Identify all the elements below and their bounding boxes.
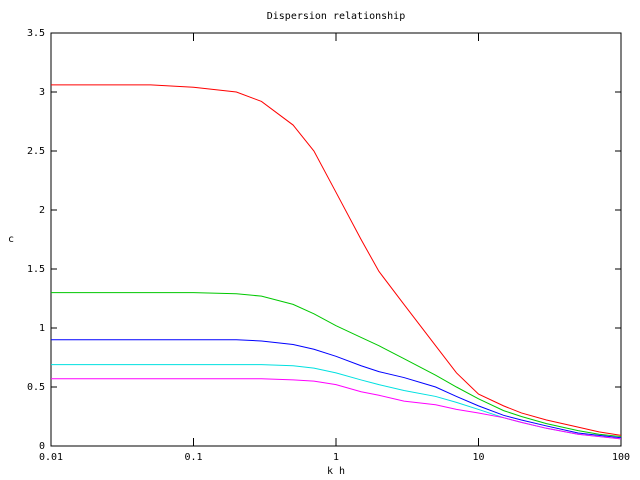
x-tick-label: 100 bbox=[612, 452, 630, 463]
x-tick-label: 0.01 bbox=[39, 452, 63, 463]
x-tick-label: 0.1 bbox=[184, 452, 202, 463]
chart-title: Dispersion relationship bbox=[267, 11, 405, 22]
y-tick-label: 0 bbox=[39, 441, 45, 452]
x-tick-label: 10 bbox=[472, 452, 484, 463]
series-line bbox=[51, 292, 622, 438]
y-tick-label: 0.5 bbox=[27, 382, 45, 393]
y-tick-label: 2.5 bbox=[27, 146, 45, 157]
y-tick-label: 2 bbox=[39, 205, 45, 216]
y-tick-label: 1 bbox=[39, 323, 45, 334]
y-axis-label: c bbox=[8, 234, 14, 245]
y-tick-label: 1.5 bbox=[27, 264, 45, 275]
x-axis-label: k h bbox=[327, 466, 345, 477]
series-line bbox=[51, 364, 622, 440]
y-tick-label: 3 bbox=[39, 87, 45, 98]
y-tick-label: 3.5 bbox=[27, 28, 45, 39]
series-line bbox=[51, 378, 622, 440]
series-line bbox=[51, 84, 622, 436]
x-tick-label: 1 bbox=[333, 452, 339, 463]
series-line bbox=[51, 339, 622, 439]
plot-frame bbox=[50, 32, 622, 447]
